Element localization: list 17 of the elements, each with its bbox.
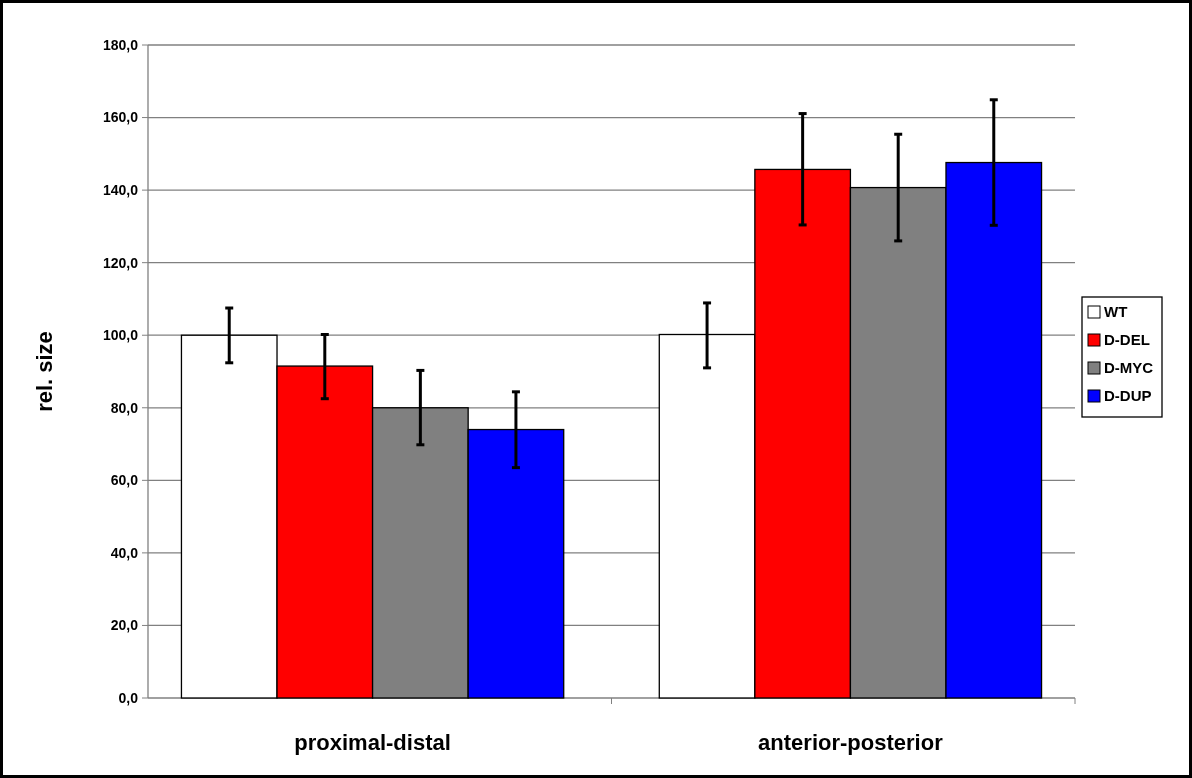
y-tick-label: 180,0 [102, 36, 139, 53]
y-tick-label: 60,0 [110, 472, 139, 489]
y-tick-label: 80,0 [110, 399, 139, 416]
x-tick-label: proximal-distal [294, 730, 451, 755]
legend-label: D-DEL [1104, 331, 1150, 349]
legend-label: D-MYC [1104, 359, 1154, 377]
legend-label: WT [1104, 303, 1128, 321]
y-tick-label: 140,0 [102, 182, 139, 199]
y-tick-label: 160,0 [102, 109, 139, 126]
legend-label: D-DUP [1104, 387, 1152, 405]
y-tick-label: 120,0 [102, 254, 139, 271]
x-tick-label: anterior-posterior [758, 730, 944, 755]
y-tick-label: 100,0 [102, 327, 139, 344]
y-tick-label: 40,0 [110, 544, 139, 561]
y-axis-title: rel. size [32, 331, 57, 412]
y-tick-label: 0,0 [118, 689, 139, 706]
y-tick-label: 20,0 [110, 617, 139, 634]
